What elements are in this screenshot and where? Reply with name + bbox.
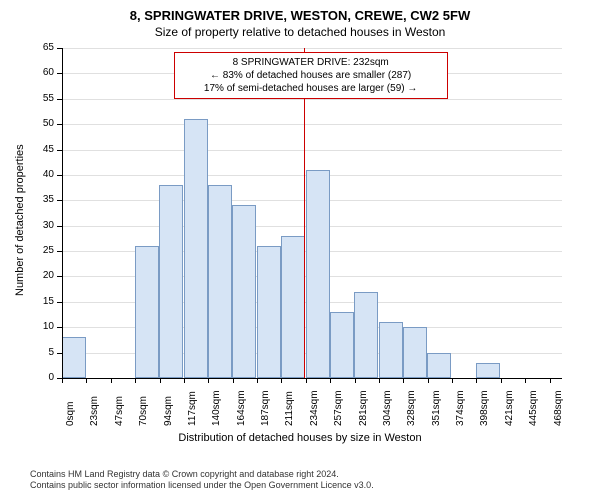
y-tick-label: 60	[34, 67, 54, 78]
histogram-bar	[184, 119, 208, 378]
x-tick	[525, 378, 526, 383]
x-tick	[208, 378, 209, 383]
annotation-box: 8 SPRINGWATER DRIVE: 232sqm ← 83% of det…	[174, 52, 448, 99]
histogram-bar	[232, 205, 256, 378]
histogram-bar	[476, 363, 500, 378]
x-tick-label: 234sqm	[309, 390, 320, 426]
y-tick-label: 50	[34, 118, 54, 129]
x-tick-label: 70sqm	[138, 396, 149, 426]
y-tick-label: 10	[34, 321, 54, 332]
title-sub: Size of property relative to detached ho…	[0, 23, 600, 39]
x-tick	[306, 378, 307, 383]
x-tick-label: 304sqm	[382, 390, 393, 426]
x-tick	[355, 378, 356, 383]
x-tick-label: 94sqm	[163, 396, 174, 426]
y-axis-line	[62, 48, 63, 378]
y-tick-label: 45	[34, 144, 54, 155]
y-tick-label: 25	[34, 245, 54, 256]
x-tick	[257, 378, 258, 383]
x-tick-label: 257sqm	[333, 390, 344, 426]
y-tick-label: 35	[34, 194, 54, 205]
chart-container: 8, SPRINGWATER DRIVE, WESTON, CREWE, CW2…	[0, 0, 600, 500]
footer: Contains HM Land Registry data © Crown c…	[30, 469, 374, 492]
x-tick-label: 211sqm	[284, 391, 295, 426]
x-tick	[281, 378, 282, 383]
y-tick-label: 20	[34, 270, 54, 281]
x-tick-label: 421sqm	[504, 390, 515, 426]
gridline	[62, 150, 562, 151]
x-tick-label: 140sqm	[211, 390, 222, 426]
x-tick-label: 468sqm	[553, 390, 564, 426]
x-tick	[452, 378, 453, 383]
gridline	[62, 124, 562, 125]
x-tick-label: 445sqm	[528, 390, 539, 426]
x-tick	[184, 378, 185, 383]
x-tick-label: 281sqm	[358, 390, 369, 426]
y-tick-label: 5	[34, 347, 54, 358]
title-main: 8, SPRINGWATER DRIVE, WESTON, CREWE, CW2…	[0, 0, 600, 23]
annotation-line3: 17% of semi-detached houses are larger (…	[181, 82, 441, 95]
y-tick-label: 30	[34, 220, 54, 231]
x-tick-label: 23sqm	[89, 396, 100, 426]
x-axis-line	[62, 378, 562, 379]
y-tick-label: 0	[34, 372, 54, 383]
x-tick-label: 374sqm	[455, 390, 466, 426]
x-tick	[111, 378, 112, 383]
annotation-line2: ← 83% of detached houses are smaller (28…	[181, 69, 441, 82]
x-tick	[160, 378, 161, 383]
x-tick-label: 351sqm	[431, 390, 442, 426]
x-tick	[135, 378, 136, 383]
y-tick-label: 40	[34, 169, 54, 180]
histogram-bar	[427, 353, 451, 378]
histogram-bar	[135, 246, 159, 378]
histogram-bar	[159, 185, 183, 378]
histogram-bar	[306, 170, 330, 378]
y-tick-label: 15	[34, 296, 54, 307]
y-tick-label: 55	[34, 93, 54, 104]
x-tick-label: 47sqm	[114, 396, 125, 426]
x-axis-label: Distribution of detached houses by size …	[0, 432, 600, 444]
gridline	[62, 48, 562, 49]
x-tick-label: 117sqm	[187, 391, 198, 426]
histogram-bar	[281, 236, 305, 378]
histogram-bar	[379, 322, 403, 378]
footer-line2: Contains public sector information licen…	[30, 480, 374, 492]
x-tick	[476, 378, 477, 383]
y-axis-label: Number of detached properties	[14, 136, 26, 296]
x-tick-label: 164sqm	[236, 390, 247, 426]
x-tick	[62, 378, 63, 383]
histogram-bar	[330, 312, 354, 378]
x-tick	[403, 378, 404, 383]
histogram-bar	[208, 185, 232, 378]
x-tick	[86, 378, 87, 383]
annotation-line1: 8 SPRINGWATER DRIVE: 232sqm	[181, 56, 441, 69]
x-tick	[379, 378, 380, 383]
x-tick	[330, 378, 331, 383]
x-tick	[233, 378, 234, 383]
x-tick-label: 398sqm	[479, 390, 490, 426]
footer-line1: Contains HM Land Registry data © Crown c…	[30, 469, 374, 481]
x-tick	[501, 378, 502, 383]
x-tick-label: 0sqm	[65, 402, 76, 426]
x-tick-label: 187sqm	[260, 390, 271, 426]
histogram-bar	[354, 292, 378, 378]
histogram-bar	[62, 337, 86, 378]
x-tick	[550, 378, 551, 383]
histogram-bar	[403, 327, 427, 378]
x-tick	[428, 378, 429, 383]
histogram-bar	[257, 246, 281, 378]
y-tick-label: 65	[34, 42, 54, 53]
x-tick-label: 328sqm	[406, 390, 417, 426]
